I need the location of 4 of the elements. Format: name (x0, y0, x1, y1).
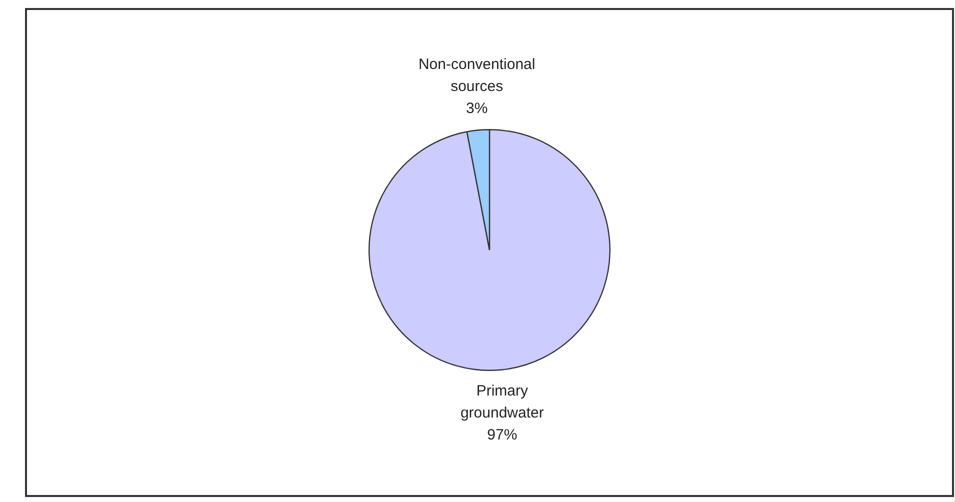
data-label: 3% (466, 100, 488, 117)
data-label: 97% (487, 426, 518, 444)
slice-label: Non-conventional sources (418, 56, 536, 95)
slice-label: Primary groundwater (460, 382, 544, 422)
